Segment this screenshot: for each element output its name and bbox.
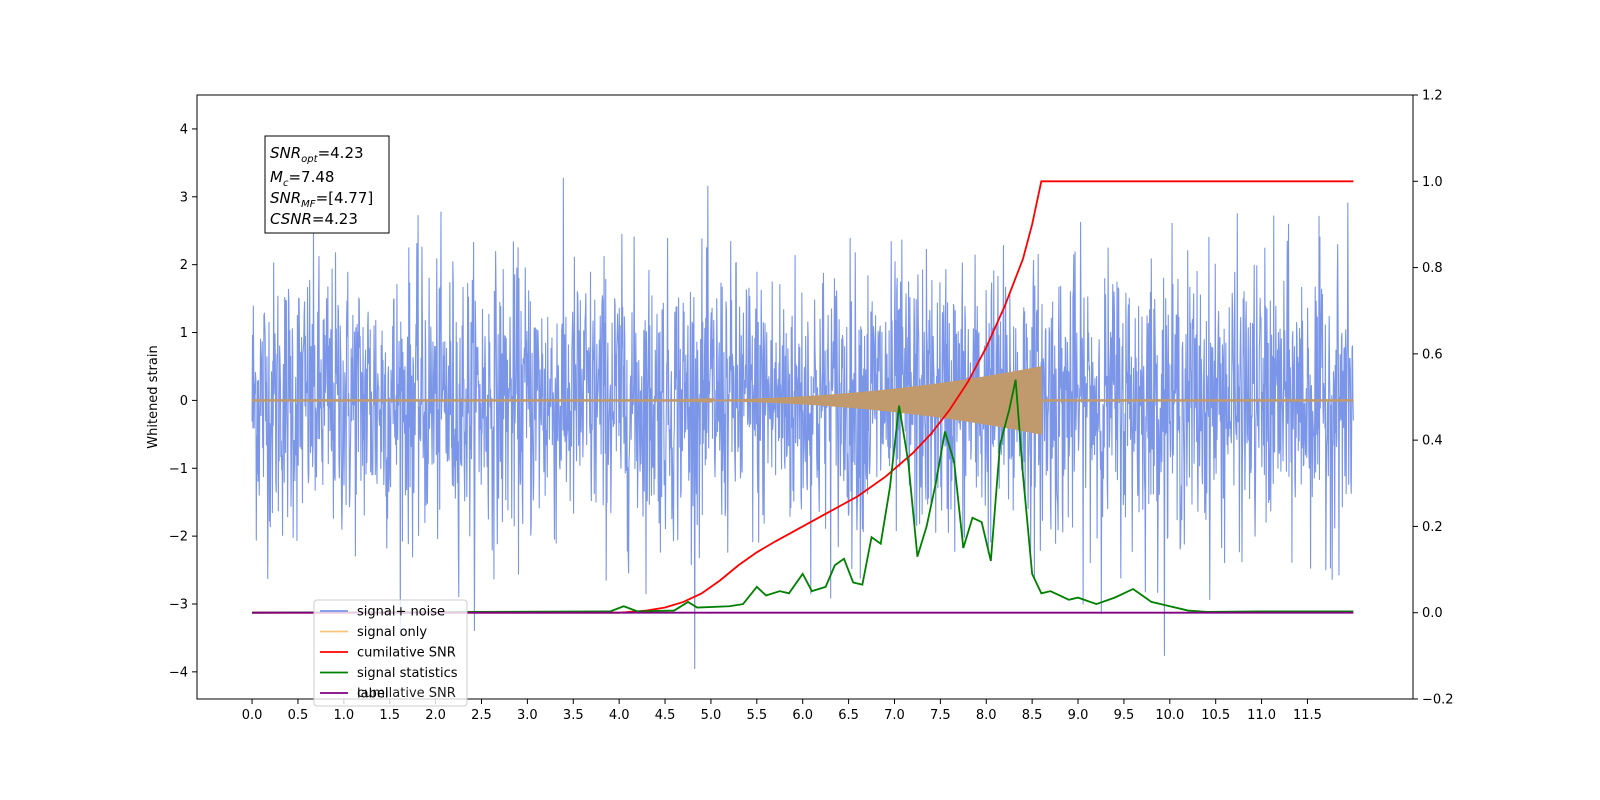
legend-label: signal only (357, 625, 427, 640)
y-left-tick-label: 2 (180, 258, 188, 273)
x-tick-label: 5.5 (746, 708, 767, 723)
y-left-tick-label: 0 (180, 394, 188, 409)
x-tick-label: 5.0 (701, 708, 722, 723)
y-right-tick-label: 0.2 (1422, 520, 1443, 535)
series-line-signal-statistics (252, 379, 1354, 614)
y-axis-label: Whitened strain (146, 345, 161, 448)
annotation-csnr: CSNR=4.23 (270, 210, 358, 228)
legend: cumilative SNR signal+ noise signal only c… (313, 599, 468, 707)
series-line-signal-noise (251, 177, 1354, 670)
y-axis-left: 4 3 2 1 0 −1 −2 −3 −4 (169, 122, 197, 680)
legend-label: label (357, 687, 388, 702)
y-left-tick-label: −4 (169, 665, 188, 680)
x-tick-label: 8.5 (1022, 708, 1043, 723)
y-right-tick-label: 0.6 (1422, 347, 1443, 362)
x-tick-label: 10.0 (1155, 708, 1184, 723)
x-tick-label: 1.0 (333, 708, 354, 723)
y-left-tick-label: −3 (169, 597, 188, 612)
annotation-frame (264, 135, 390, 234)
x-tick-label: 0.0 (242, 708, 263, 723)
y-right-tick-label: 0.4 (1422, 434, 1443, 449)
series-line-cumilative-snr (252, 180, 1354, 614)
x-tick-label: 11.5 (1293, 708, 1322, 723)
x-tick-label: 7.5 (930, 708, 951, 723)
x-tick-label: 6.5 (838, 708, 859, 723)
y-right-tick-label: 1.0 (1422, 175, 1443, 190)
legend-label: cumilative SNR (357, 646, 456, 661)
x-tick-label: 3.0 (517, 708, 538, 723)
x-tick-label: 4.0 (609, 708, 630, 723)
annotation-box: SNRopt=4.23 Mc=7.48 SNRMF=[4.77] CSNR=4.… (264, 135, 390, 234)
y-right-tick-label: −0.2 (1422, 693, 1454, 708)
y-right-tick-label: 0.8 (1422, 261, 1443, 276)
annotation-mc: Mc=7.48 (270, 168, 334, 189)
y-left-tick-label: 1 (180, 326, 188, 341)
x-tick-label: 1.5 (379, 708, 400, 723)
y-axis-right: 1.2 1.0 0.8 0.6 0.4 0.2 0.0 −0.2 (1413, 89, 1454, 708)
x-tick-label: 4.5 (655, 708, 676, 723)
y-right-tick-label: 1.2 (1422, 89, 1443, 104)
x-tick-label: 8.0 (976, 708, 997, 723)
legend-label: signal+ noise (357, 605, 445, 620)
legend-overlap-text: cumilative SNR (357, 686, 456, 701)
x-tick-label: 6.0 (792, 708, 813, 723)
x-axis: 0.0 0.5 1.0 1.5 2.0 2.5 3.0 3.5 4.0 4.5 5.0 5.5 6.0 6… (242, 699, 1322, 723)
x-tick-label: 7.0 (884, 708, 905, 723)
x-tick-label: 9.0 (1068, 708, 1089, 723)
y-left-tick-label: 3 (180, 190, 188, 205)
y-left-tick-label: 4 (180, 122, 188, 137)
x-tick-label: 3.5 (563, 708, 584, 723)
legend-frame (313, 599, 468, 707)
x-tick-label: 0.5 (288, 708, 309, 723)
y-left-tick-label: −1 (169, 462, 188, 477)
x-tick-label: 2.5 (471, 708, 492, 723)
annotation-snr-opt: SNRopt=4.23 (270, 144, 364, 165)
annotation-snr-mf: SNRMF=[4.77] (270, 189, 373, 210)
plot-area (251, 177, 1354, 670)
legend-label: signal statistics (357, 666, 458, 681)
x-tick-label: 11.0 (1247, 708, 1276, 723)
y-right-tick-label: 0.0 (1422, 606, 1443, 621)
x-tick-label: 2.0 (425, 708, 446, 723)
x-tick-label: 9.5 (1114, 708, 1135, 723)
series-line-signal-only (251, 366, 1354, 435)
y-left-tick-label: −2 (169, 530, 188, 545)
plot-frame (196, 94, 1414, 700)
x-tick-label: 10.5 (1201, 708, 1230, 723)
